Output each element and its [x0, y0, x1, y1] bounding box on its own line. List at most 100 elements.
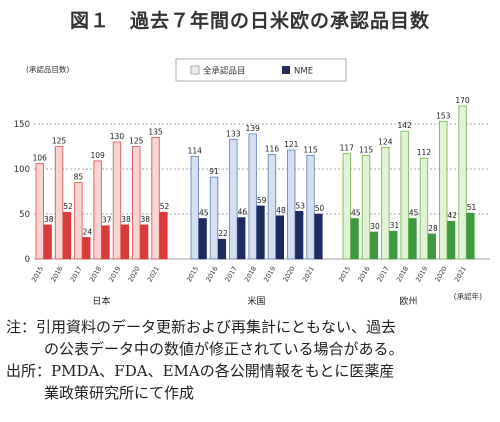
bar-all-approvals	[93, 160, 102, 260]
year-tick-label: 2021	[453, 265, 468, 283]
data-label-all: 125	[52, 137, 67, 146]
data-label-all: 135	[148, 128, 163, 137]
chart-title: 図１ 過去７年間の日米欧の承認品目数	[69, 10, 430, 32]
data-label-all: 115	[359, 146, 374, 155]
region-label: 米国	[247, 295, 265, 307]
bar-nme	[427, 233, 437, 260]
data-label-all: 142	[397, 121, 412, 130]
legend-box	[175, 58, 347, 82]
data-label-all: 106	[33, 154, 48, 163]
year-tick-label: 2019	[262, 265, 277, 283]
year-tick-label: 2021	[146, 265, 161, 283]
note-line-2: の公表データ中の数値が修正されている場合がある。	[44, 340, 404, 358]
data-label-all: 133	[226, 129, 241, 138]
data-label-all: 114	[188, 146, 203, 155]
bar-nme	[82, 237, 91, 260]
data-label-nme: 53	[295, 201, 305, 210]
data-label-all: 153	[436, 111, 451, 120]
bar-all-approvals	[229, 138, 238, 260]
y-tick-label: 150	[14, 120, 30, 130]
bar-all-approvals	[381, 146, 390, 260]
year-tick-label: 2016	[204, 265, 219, 283]
bar-all-approvals	[361, 155, 371, 260]
data-label-all: 115	[303, 146, 318, 155]
data-label-all: 112	[417, 148, 432, 157]
bar-nme	[466, 212, 475, 260]
year-tick-label: 2020	[127, 265, 142, 283]
legend-label-nme: NME	[294, 67, 313, 77]
year-tick-label: 2021	[301, 265, 316, 283]
year-tick-label: 2017	[69, 265, 84, 283]
year-tick-label: 2015	[185, 265, 200, 283]
legend-swatch-all	[190, 65, 200, 75]
x-unit-label: (承認年)	[454, 291, 482, 301]
bar-all-approvals	[209, 176, 219, 260]
year-tick-label: 2020	[434, 265, 449, 283]
bar-all-approvals	[287, 149, 296, 260]
year-tick-label: 2016	[49, 265, 64, 283]
year-tick-label: 2018	[395, 265, 410, 283]
bar-nme	[256, 205, 265, 260]
bar-all-approvals	[151, 137, 160, 260]
bar-all-approvals	[342, 153, 351, 260]
data-label-nme: 50	[315, 204, 325, 213]
bar-all-approvals	[35, 163, 44, 260]
bar-nme	[62, 211, 72, 260]
year-tick-label: 2020	[282, 265, 297, 283]
region-label: 日本	[92, 295, 110, 307]
data-label-all: 116	[265, 145, 280, 154]
bar-nme	[237, 217, 246, 260]
bar-all-approvals	[267, 154, 277, 260]
data-label-nme: 52	[160, 202, 170, 211]
bar-nme	[101, 225, 110, 260]
year-tick-label: 2017	[224, 265, 239, 283]
bar-nme	[140, 224, 149, 260]
bar-nme	[408, 218, 417, 260]
bar-nme	[120, 224, 129, 260]
note-line-1: 注：引用資料のデータ更新および再集計にともない、過去	[6, 318, 397, 336]
data-label-all: 130	[110, 132, 125, 141]
bar-all-approvals	[190, 155, 199, 260]
data-label-nme: 38	[140, 215, 150, 224]
bar-nme	[198, 218, 207, 260]
bar-nme	[389, 230, 398, 260]
bar-all-approvals	[54, 146, 64, 260]
data-label-nme: 45	[409, 209, 419, 218]
source-line-1: 出所：PMDA、FDA、EMAの各公開情報をもとに医薬産	[6, 362, 395, 380]
data-label-all: 124	[378, 137, 393, 146]
legend-label-all: 全承認品目	[203, 66, 246, 77]
footnotes: 注：引用資料のデータ更新および再集計にともない、過去 の公表データ中の数値が修正…	[6, 316, 498, 404]
source-line-2: 業政策研究所にて作成	[44, 384, 195, 402]
bar-all-approvals	[306, 155, 315, 260]
data-label-nme: 45	[351, 209, 361, 218]
data-label-nme: 31	[390, 221, 400, 230]
year-tick-label: 2018	[88, 265, 103, 283]
data-label-nme: 51	[467, 203, 477, 212]
bar-all-approvals	[74, 182, 83, 260]
data-label-nme: 52	[63, 202, 73, 211]
data-label-all: 170	[455, 96, 470, 105]
data-label-nme: 22	[218, 229, 228, 238]
bar-nme	[159, 211, 168, 260]
year-tick-label: 2015	[337, 265, 352, 283]
bar-all-approvals	[458, 105, 467, 260]
bar-nme	[275, 215, 285, 260]
data-label-nme: 24	[83, 227, 93, 236]
data-label-nme: 30	[370, 222, 380, 231]
region-label: 欧州	[399, 295, 417, 307]
bar-nme	[43, 224, 52, 260]
data-label-nme: 42	[447, 211, 457, 220]
legend-swatch-nme	[282, 66, 290, 74]
data-label-nme: 28	[428, 224, 438, 233]
bar-all-approvals	[248, 133, 257, 260]
bar-nme	[218, 238, 227, 260]
data-label-nme: 38	[44, 215, 54, 224]
data-label-nme: 38	[121, 215, 131, 224]
data-label-all: 139	[245, 124, 260, 133]
bar-nme	[295, 211, 304, 260]
year-tick-label: 2019	[414, 265, 429, 283]
y-axis-label: (承認品目数)	[26, 64, 69, 74]
data-label-all: 125	[129, 137, 144, 146]
data-label-nme: 59	[257, 196, 267, 205]
bar-all-approvals	[400, 130, 409, 260]
